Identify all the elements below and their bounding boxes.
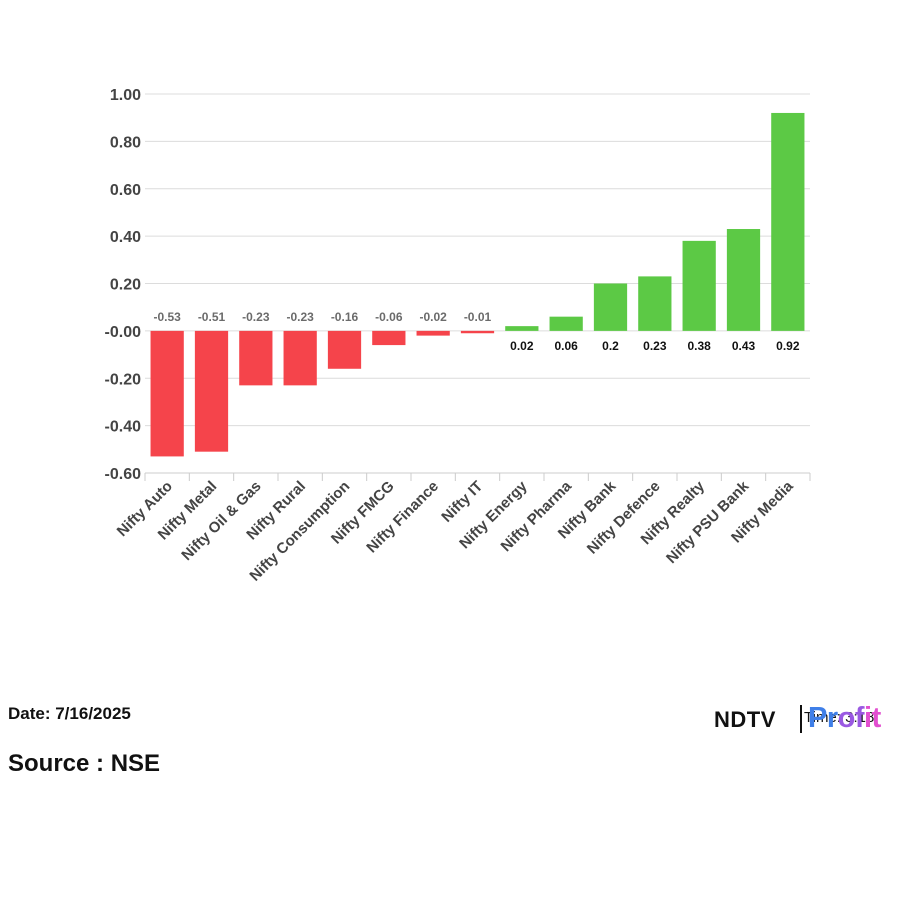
data-label: -0.01 xyxy=(464,310,492,324)
bar xyxy=(505,326,539,331)
bar xyxy=(150,330,184,457)
bar xyxy=(771,112,805,331)
bar xyxy=(726,229,761,331)
y-tick-label: -0.20 xyxy=(105,371,142,388)
logo-profit: Profit xyxy=(808,703,881,735)
logo-time: Time: 3:18 xyxy=(804,709,875,726)
data-labels: -0.53 -0.51 -0.23 -0.23 -0.16 -0.06 -0.02 -0.01… xyxy=(153,310,799,353)
data-label: 0.43 xyxy=(732,339,756,353)
y-tick-label: -0.40 xyxy=(105,419,142,436)
y-tick-label: -0.00 xyxy=(105,324,142,341)
data-label: -0.06 xyxy=(375,310,403,324)
date-label: Date: 7/16/2025 xyxy=(8,704,131,723)
data-label: -0.16 xyxy=(331,310,359,324)
bar-chart: 1.00 0.80 0.60 0.40 0.20 -0.00 -0.20 -0.40 -0.60… xyxy=(105,87,811,585)
data-label: -0.53 xyxy=(153,310,181,324)
bar xyxy=(194,330,229,452)
bar xyxy=(327,330,362,369)
y-tick-label: 0.60 xyxy=(110,182,141,199)
bars xyxy=(150,112,805,457)
logo-profit-text: Profit xyxy=(808,703,881,734)
data-label: -0.51 xyxy=(198,310,226,324)
y-tick-label: 0.40 xyxy=(110,229,141,246)
bar xyxy=(682,240,716,331)
data-label: 0.06 xyxy=(554,339,578,353)
bar xyxy=(593,283,628,331)
y-axis: 1.00 0.80 0.60 0.40 0.20 -0.00 -0.20 -0.40 -0.60 xyxy=(105,87,142,483)
data-label: 0.38 xyxy=(687,339,711,353)
x-tick-label: Nifty Oil & Gas xyxy=(178,478,264,564)
bar xyxy=(460,330,495,334)
bar xyxy=(416,330,450,336)
y-tick-label: 1.00 xyxy=(110,87,141,104)
y-tick-label: 0.80 xyxy=(110,134,141,151)
y-tick-label: 0.20 xyxy=(110,277,141,294)
bar xyxy=(549,316,583,331)
data-label: -0.23 xyxy=(242,310,270,324)
source-label: Source : NSE xyxy=(8,750,161,777)
data-label: 0.23 xyxy=(643,339,667,353)
data-label: -0.02 xyxy=(419,310,447,324)
bar xyxy=(283,330,317,386)
data-label: 0.2 xyxy=(602,339,619,353)
bar xyxy=(372,330,406,346)
logo-divider xyxy=(800,705,802,733)
data-label: 0.02 xyxy=(510,339,534,353)
data-label: -0.23 xyxy=(286,310,314,324)
ndtv-profit-logo: NDTV Time: 3:18 Profit xyxy=(714,703,894,735)
bar xyxy=(638,276,672,331)
data-label: 0.92 xyxy=(776,339,800,353)
logo-brand: NDTV xyxy=(714,707,776,732)
bar xyxy=(239,330,273,386)
y-tick-label: -0.60 xyxy=(105,466,142,483)
